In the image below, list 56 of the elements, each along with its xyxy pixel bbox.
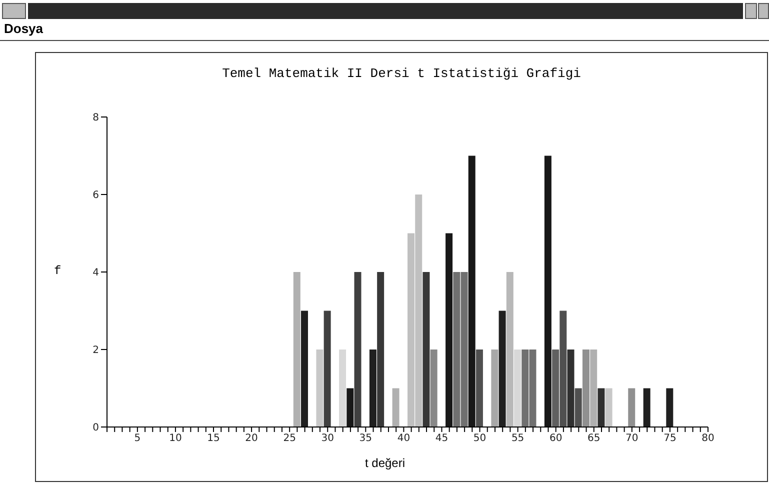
- bar: [514, 350, 522, 427]
- y-tick-label: 4: [92, 268, 99, 279]
- bar: [354, 272, 362, 427]
- bar: [430, 350, 438, 427]
- x-tick-label: 65: [588, 433, 600, 444]
- bar: [468, 156, 476, 427]
- bar: [598, 388, 605, 427]
- bar: [506, 272, 514, 427]
- x-tick-label: 80: [702, 433, 714, 444]
- bar: [377, 272, 384, 427]
- x-tick-label: 10: [169, 433, 182, 444]
- x-axis-title: t değeri: [364, 456, 406, 470]
- bar: [666, 388, 674, 427]
- bar: [560, 310, 567, 427]
- y-axis-title: f: [54, 264, 62, 278]
- bar: [491, 350, 498, 427]
- x-tick-label: 50: [473, 433, 486, 444]
- y-tick-label: 6: [92, 190, 99, 202]
- bar: [446, 233, 453, 427]
- bar: [316, 350, 324, 427]
- x-tick-label: 30: [321, 433, 334, 444]
- x-tick-label: 55: [511, 433, 524, 444]
- bar: [628, 388, 636, 427]
- x-tick-label: 25: [283, 433, 296, 444]
- bar: [422, 272, 430, 427]
- x-tick-label: 60: [549, 433, 562, 444]
- bar: [369, 350, 376, 427]
- bar: [544, 156, 552, 427]
- x-tick-label: 35: [359, 433, 372, 444]
- bar: [605, 388, 612, 427]
- y-tick-label: 2: [92, 345, 99, 356]
- bar: [293, 272, 300, 427]
- bar: [476, 350, 483, 427]
- bar: [392, 388, 400, 427]
- bar: [643, 388, 650, 427]
- bar: [346, 388, 354, 427]
- bar: [339, 350, 346, 427]
- bar: [552, 350, 560, 427]
- bar: [582, 350, 590, 427]
- x-tick-label: 5: [134, 433, 141, 444]
- bar: [300, 310, 308, 427]
- x-tick-label: 15: [207, 433, 220, 444]
- bar: [498, 310, 506, 427]
- x-tick-label: 40: [397, 433, 410, 444]
- bar: [567, 350, 574, 427]
- text: Dosya: [4, 21, 44, 36]
- x-tick-label: 45: [435, 433, 448, 444]
- y-tick-label: 8: [92, 112, 99, 124]
- bar: [574, 388, 582, 427]
- x-tick-label: 75: [664, 433, 676, 444]
- x-tick-label: 20: [245, 433, 258, 444]
- x-tick-label: 70: [626, 433, 638, 444]
- y-tick-label: 0: [92, 422, 99, 434]
- bar: [590, 350, 598, 427]
- bar: [324, 310, 331, 427]
- chart-title: Temel Matematik II Dersi t Istatistiği Grafigi: [221, 66, 582, 81]
